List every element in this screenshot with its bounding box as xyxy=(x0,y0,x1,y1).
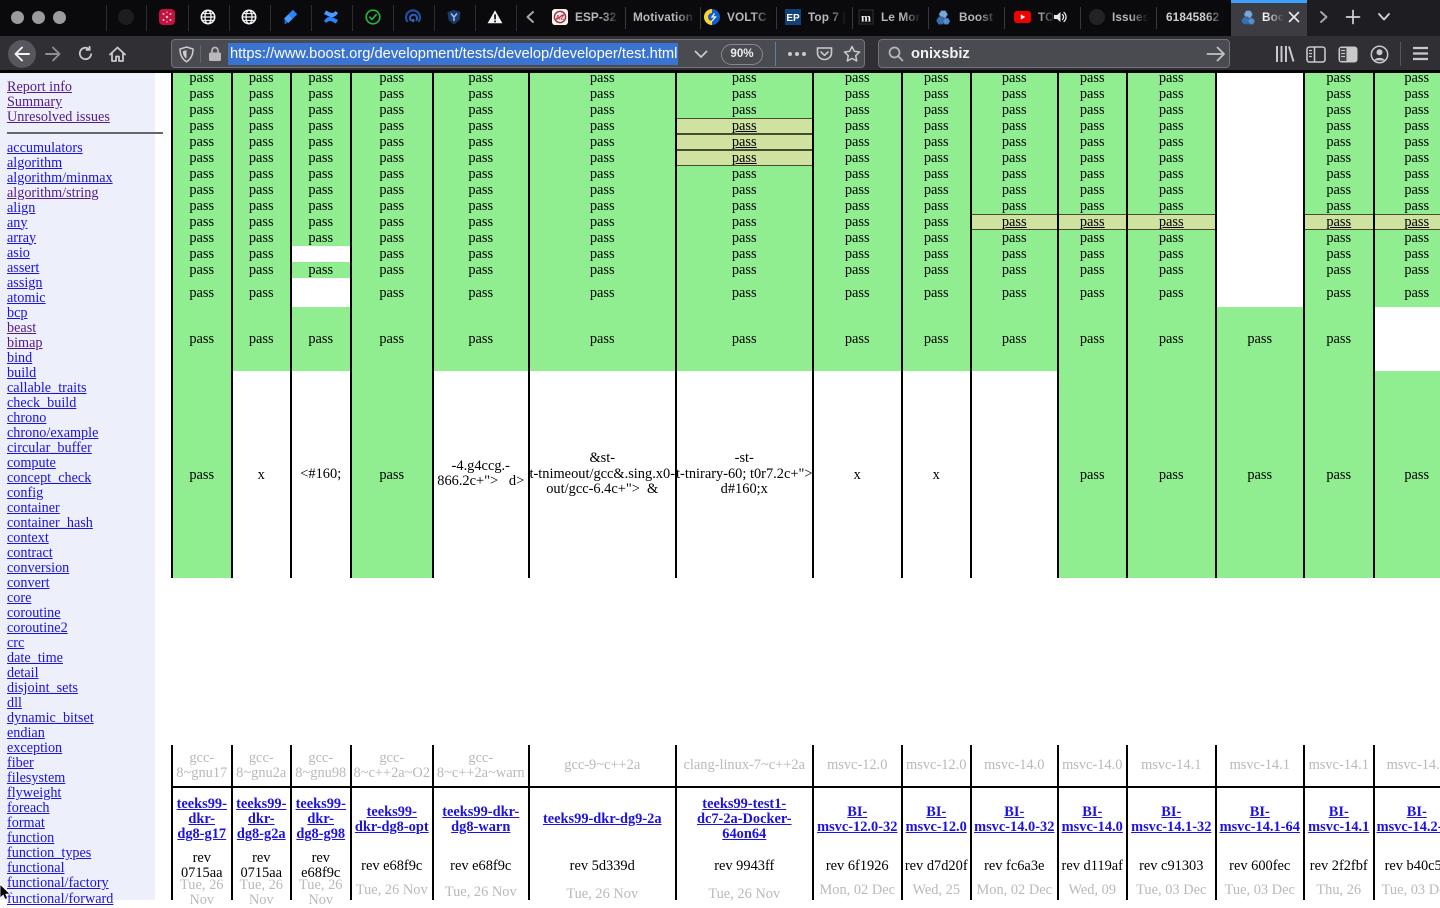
svg-text:AZ: AZ xyxy=(556,15,565,22)
svg-text:EP: EP xyxy=(786,13,800,24)
svg-text:m: m xyxy=(861,10,871,24)
